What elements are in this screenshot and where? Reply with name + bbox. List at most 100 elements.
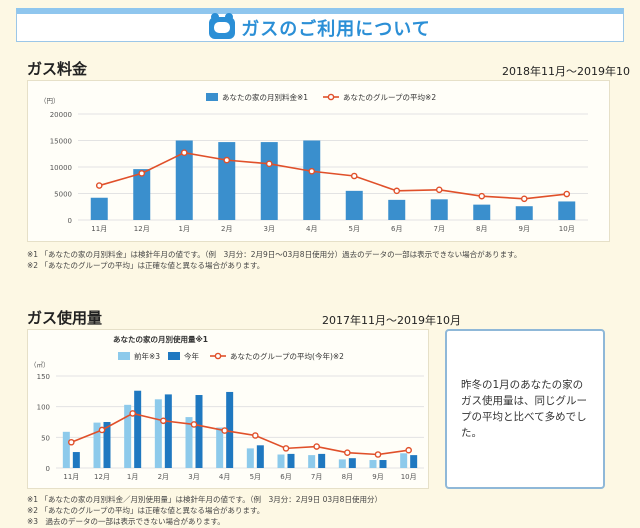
usage-chart-title: あなたの家の月別使用量※1 — [113, 334, 208, 344]
mascot-icon — [209, 12, 236, 39]
bar — [260, 142, 278, 220]
x-tick-label: 8月 — [342, 473, 353, 481]
usage-note-2: ※2 「あなたのグループの平均」は正確な値と異なる場合があります。 — [27, 506, 265, 515]
bar — [379, 460, 387, 468]
average-point — [344, 449, 351, 456]
bar — [246, 448, 254, 468]
fee-chart-svg: 20000 15000 10000 5000 0 （円） 11月 12月 1月 2月 3月 4月 5月 6… — [40, 92, 588, 233]
bar — [430, 199, 448, 220]
bar — [103, 422, 111, 468]
x-tick-label: 6月 — [280, 473, 291, 481]
x-tick-label: 2月 — [158, 473, 169, 481]
y-unit-label: （㎥） — [30, 360, 50, 369]
average-point — [221, 427, 228, 434]
bar — [400, 453, 408, 468]
bar — [218, 142, 236, 220]
average-point — [252, 432, 259, 439]
legend-label: 前年※3 — [134, 351, 160, 361]
y-tick-label: 100 — [37, 404, 50, 412]
usage-chart-svg: 150 100 50 0 （㎥） 11月 12月 1月 2月 3月 4月 5月 6月 7月 8月 9月 10月 あ… — [30, 334, 424, 481]
bar — [473, 204, 491, 220]
average-point — [265, 160, 273, 168]
y-tick-label: 10000 — [50, 164, 72, 172]
bar — [226, 391, 234, 468]
x-tick-label: 12月 — [94, 473, 110, 481]
bar — [195, 395, 203, 468]
x-tick-label: 5月 — [349, 225, 360, 233]
legend-swatch — [168, 352, 180, 360]
average-point — [180, 149, 188, 156]
x-tick-label: 2月 — [221, 225, 232, 233]
usage-note-1: ※1 「あなたの家の月別料金／月別使用量」は検針年月の値です。（例 3月分：2月… — [27, 495, 382, 504]
fee-note-2: ※2 「あなたのグループの平均」は正確な値と異なる場合があります。 — [27, 261, 265, 270]
x-tick-label: 10月 — [401, 473, 417, 481]
x-tick-label: 10月 — [559, 225, 575, 233]
x-tick-label: 9月 — [372, 473, 383, 481]
bar — [388, 199, 406, 220]
legend-label: あなたのグループの平均※2 — [343, 92, 436, 102]
bar — [256, 445, 264, 468]
bar — [90, 197, 108, 220]
usage-note-3: ※3 過去のデータの一部は表示できない場合があります。 — [27, 517, 225, 526]
bar — [558, 201, 576, 220]
average-point — [520, 195, 528, 203]
legend-label: あなたの家の月別料金※1 — [222, 92, 308, 102]
x-tick-label: 7月 — [311, 473, 322, 481]
legend-swatch — [118, 352, 130, 360]
page-title: ガスのご利用について — [241, 18, 431, 40]
bar — [185, 417, 193, 468]
average-point — [68, 438, 75, 446]
bar — [338, 459, 346, 468]
fee-chart: 20000 15000 10000 5000 0 （円） 11月 12月 1月 2月 3月 4月 5月 6… — [27, 80, 610, 242]
x-tick-label: 12月 — [134, 225, 150, 233]
y-tick-label: 150 — [37, 373, 50, 381]
x-tick-label: 3月 — [264, 225, 275, 233]
bar — [175, 140, 193, 220]
average-point — [98, 426, 106, 434]
bar — [287, 453, 295, 468]
bar — [164, 394, 172, 468]
usage-period: 2017年11月〜2019年10月 — [322, 314, 461, 327]
average-point — [405, 446, 412, 454]
bar — [303, 140, 321, 220]
x-tick-label: 4月 — [219, 473, 230, 481]
usage-chart: 150 100 50 0 （㎥） 11月 12月 1月 2月 3月 4月 5月 6月 7月 8月 9月 10月 あ… — [27, 329, 429, 489]
average-point — [393, 187, 401, 195]
average-point — [223, 156, 231, 164]
average-point — [374, 451, 382, 458]
average-point — [282, 445, 290, 452]
x-tick-label: 9月 — [519, 225, 530, 233]
bar — [124, 404, 132, 468]
average-point — [190, 421, 198, 428]
average-point — [313, 443, 320, 450]
legend-swatch — [206, 93, 218, 101]
bar — [133, 169, 151, 220]
x-tick-label: 11月 — [63, 473, 79, 481]
x-tick-label: 7月 — [434, 225, 445, 233]
x-tick-label: 5月 — [250, 473, 261, 481]
average-point — [95, 182, 103, 189]
average-point — [138, 170, 146, 177]
average-line — [99, 151, 567, 200]
legend-marker — [214, 352, 222, 360]
bar — [134, 390, 142, 468]
y-tick-label: 0 — [46, 465, 50, 473]
fee-section-title: ガス料金 — [27, 60, 88, 78]
bar — [369, 460, 377, 468]
y-tick-label: 5000 — [54, 191, 72, 199]
bar — [308, 455, 316, 468]
y-tick-label: 50 — [41, 434, 50, 442]
page-banner: ガスのご利用について — [16, 8, 624, 42]
usage-section-title: ガス使用量 — [27, 309, 103, 327]
x-tick-label: 6月 — [391, 225, 402, 233]
legend-label: あなたのグループの平均(今年)※2 — [230, 351, 344, 361]
average-point — [435, 186, 443, 194]
bar — [277, 454, 285, 468]
x-tick-label: 1月 — [127, 473, 138, 481]
x-tick-label: 8月 — [476, 225, 487, 233]
bar — [410, 455, 418, 468]
legend-label: 今年 — [184, 351, 199, 361]
bar — [154, 399, 162, 468]
average-point — [563, 190, 571, 198]
average-point — [129, 410, 136, 417]
